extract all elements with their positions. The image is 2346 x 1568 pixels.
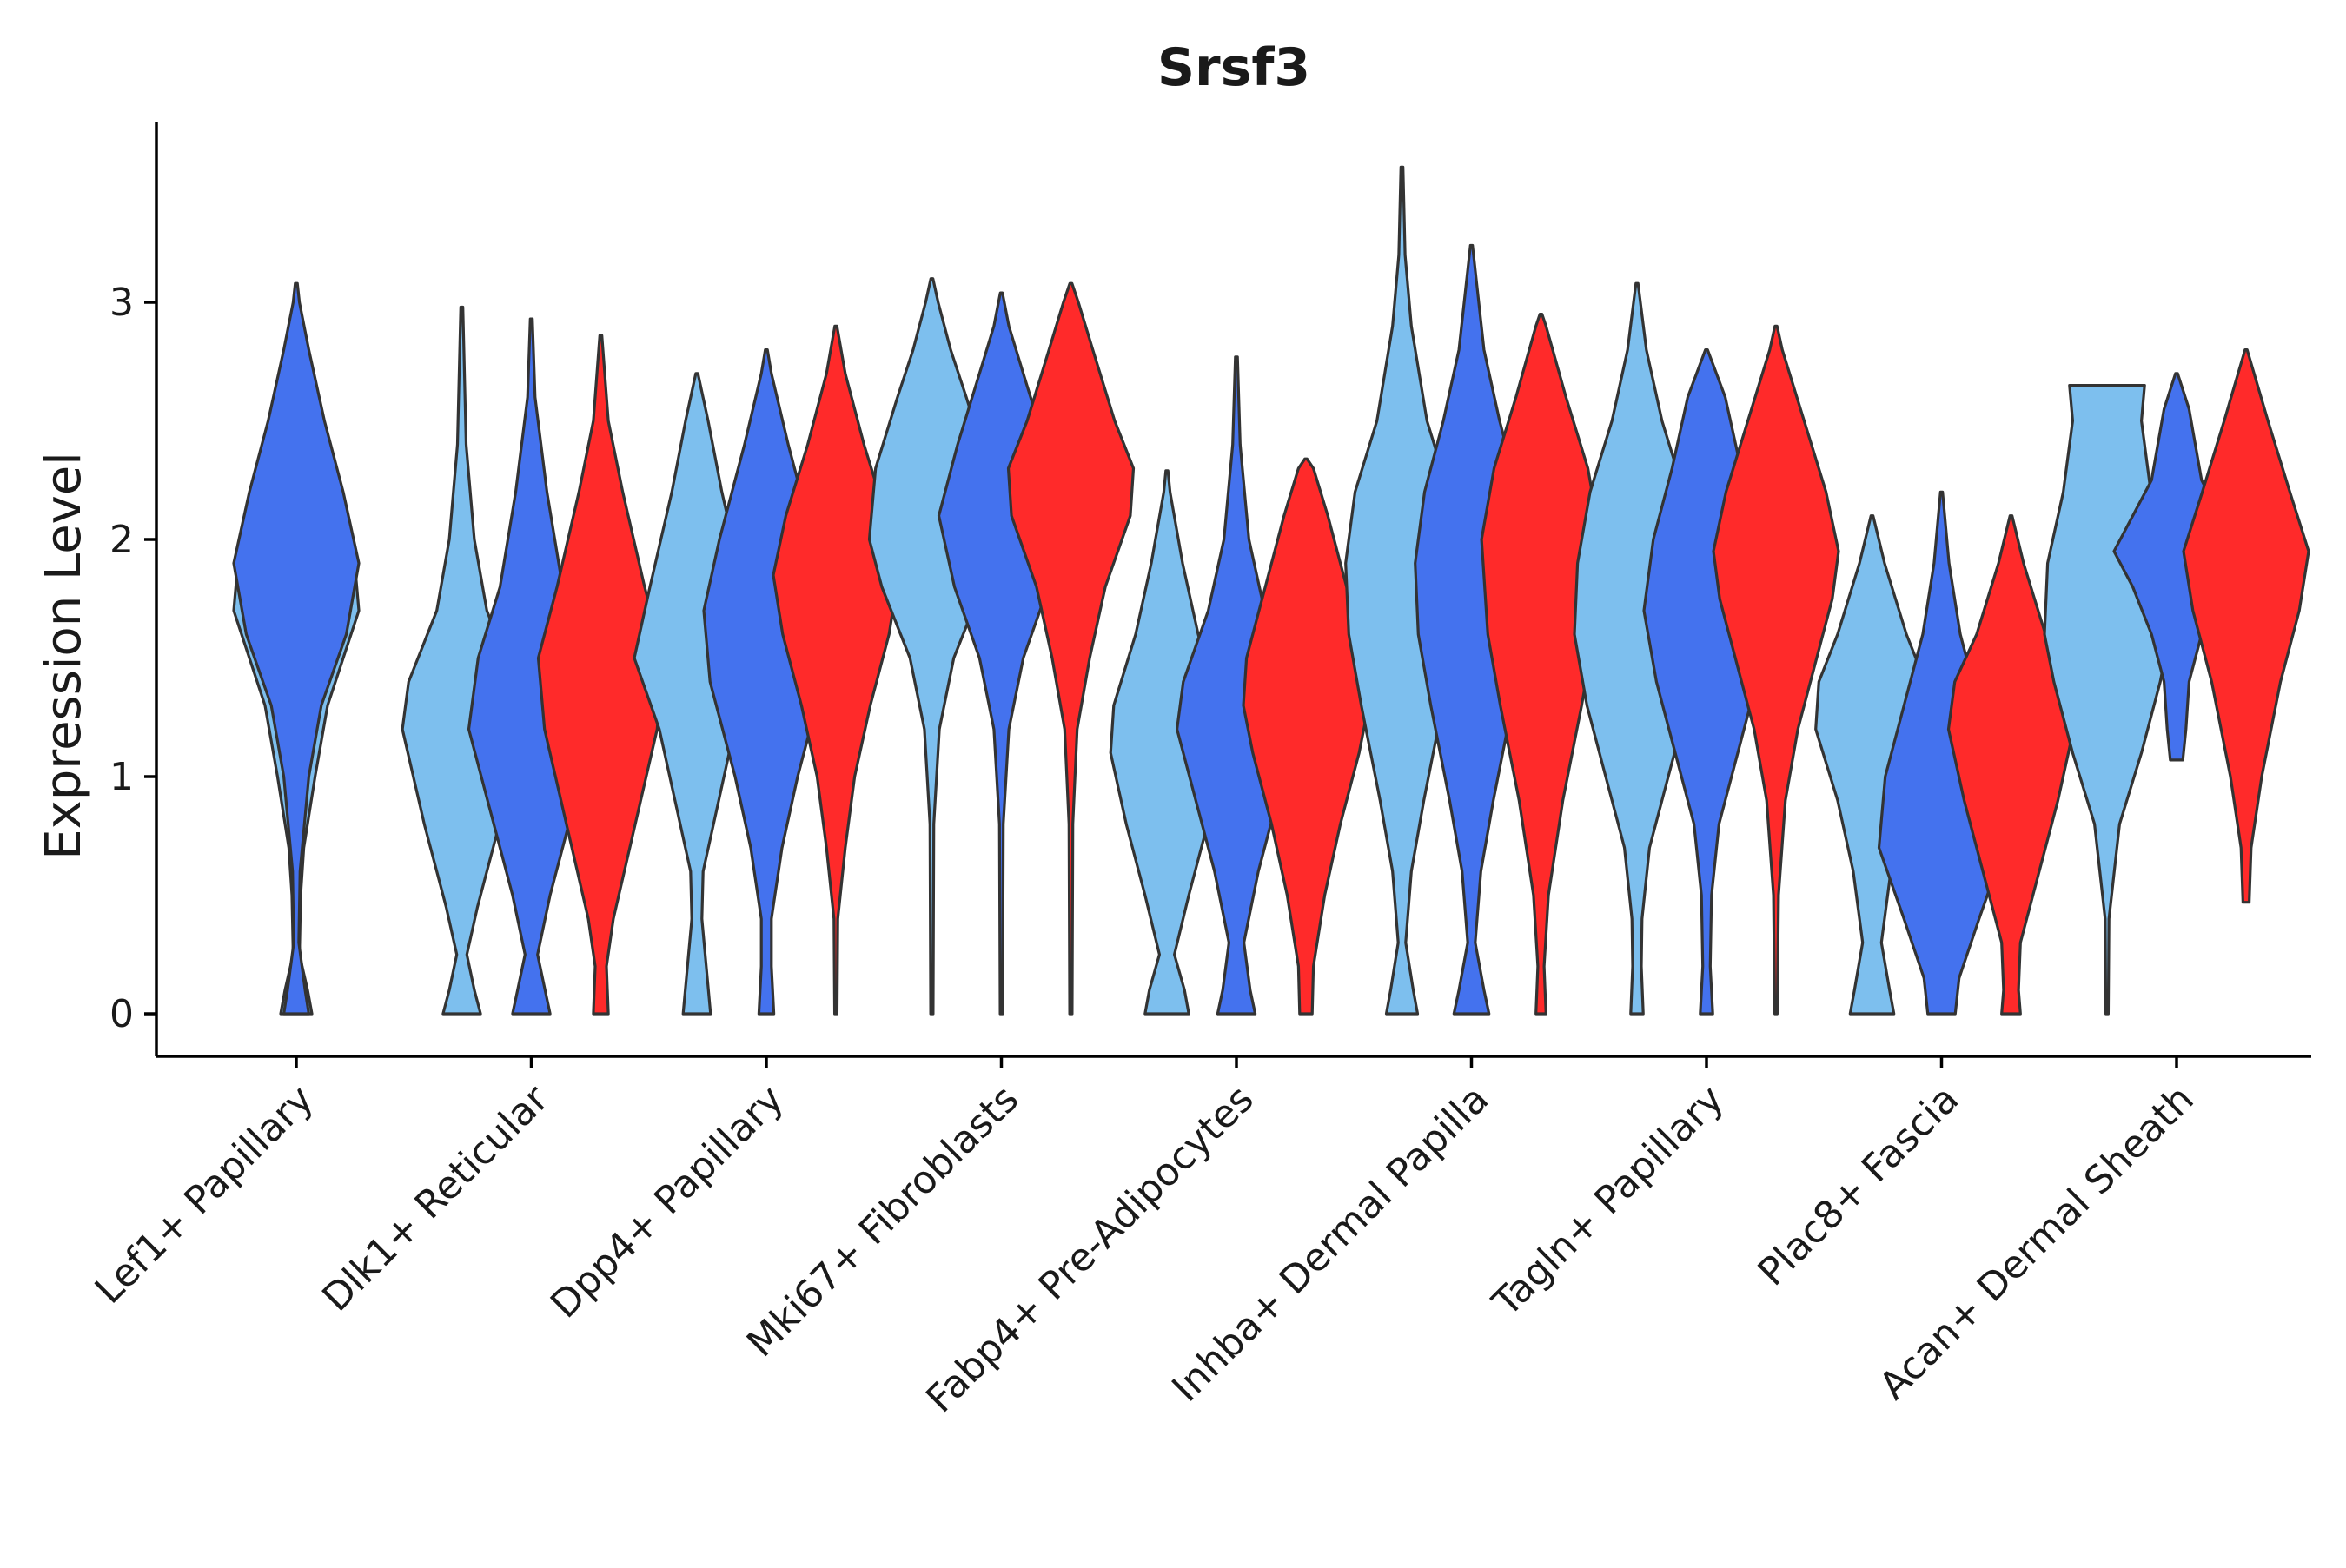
violin-8-2 — [2182, 348, 2310, 904]
y-tick-label: 0 — [109, 992, 134, 1036]
x-tick-label: Dpp4+ Papillary — [542, 1077, 792, 1327]
violin-layer — [232, 165, 2310, 1016]
violin-7-2 — [1946, 514, 2076, 1016]
x-tick-label: Dlk1+ Reticular — [314, 1076, 558, 1320]
violin-2-2 — [772, 324, 900, 1016]
x-tick-label: Lef1+ Papillary — [87, 1077, 322, 1313]
violin-0-1 — [232, 281, 361, 1016]
x-tick-label: Mki67+ Fibroblasts — [739, 1077, 1027, 1366]
y-tick-label: 1 — [109, 755, 134, 799]
violin-1-1 — [467, 317, 596, 1016]
violin-5-0 — [1344, 165, 1460, 1016]
violin-1-2 — [536, 334, 666, 1016]
violin-5-1 — [1414, 243, 1529, 1016]
y-tick-label: 2 — [109, 518, 134, 562]
violin-6-0 — [1573, 281, 1701, 1016]
x-tick-label: Plac8+ Fascia — [1750, 1077, 1968, 1295]
violin-3-2 — [1006, 281, 1136, 1016]
violin-5-2 — [1480, 313, 1602, 1016]
x-tick-label: Tagln+ Papillary — [1484, 1077, 1733, 1326]
y-tick-label: 3 — [109, 281, 134, 325]
violin-6-2 — [1712, 324, 1840, 1016]
y-axis-label: Expression Level — [36, 452, 92, 860]
violin-4-2 — [1242, 457, 1370, 1016]
chart-title: Srsf3 — [1157, 37, 1310, 98]
violin-1-0 — [401, 305, 523, 1016]
violin-4-0 — [1109, 469, 1225, 1016]
